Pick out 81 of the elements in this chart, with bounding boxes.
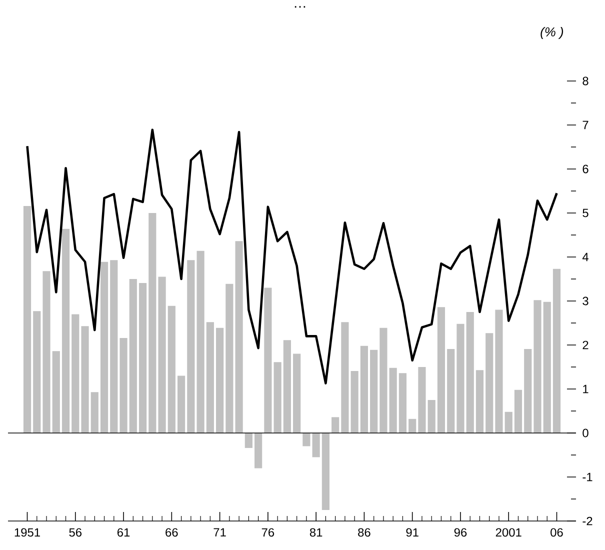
bar [398, 373, 407, 433]
bar [168, 306, 176, 433]
bar [495, 310, 503, 433]
bar [33, 311, 41, 433]
x-tick-label: 81 [310, 528, 322, 537]
bar [129, 278, 137, 433]
bar [23, 206, 32, 433]
bar [504, 412, 512, 433]
chart-title: … [294, 6, 306, 8]
bar [158, 276, 166, 433]
bar [476, 370, 484, 433]
x-tick-label: 96 [454, 528, 467, 537]
bar [332, 417, 340, 433]
bar [148, 212, 156, 433]
bar [138, 282, 147, 433]
y-tick-label: 4 [582, 252, 588, 262]
bar [100, 262, 108, 433]
x-tick-label: 66 [166, 528, 178, 537]
bar [264, 288, 272, 433]
x-tick-label: 86 [358, 528, 370, 537]
bar [235, 241, 243, 433]
bar [322, 433, 330, 510]
bar [486, 333, 494, 433]
bar [274, 362, 282, 433]
bar [447, 348, 455, 433]
bar [110, 260, 118, 433]
bar [514, 390, 522, 433]
bar [466, 312, 474, 433]
bar [389, 368, 397, 433]
bar [42, 271, 50, 433]
x-tick-label: 56 [69, 528, 82, 537]
y-tick-label: 3 [582, 296, 588, 306]
bar [437, 307, 446, 433]
x-tick-label: 06 [550, 528, 563, 537]
bar [380, 328, 388, 433]
bar [418, 366, 426, 433]
y-tick-label: 0 [582, 428, 588, 438]
bar [254, 433, 262, 468]
y-tick-label: -2 [582, 516, 592, 526]
x-tick-label: 1951 [14, 528, 40, 537]
y-tick-label: 5 [582, 208, 588, 218]
y-tick-label: 1 [583, 384, 588, 394]
bar [62, 228, 70, 433]
y-tick-label: 7 [582, 120, 588, 130]
bar [360, 346, 368, 433]
text: (% ) [540, 26, 564, 40]
x-tick-label: 71 [214, 528, 226, 536]
x-tick-label: 91 [406, 528, 418, 537]
bar [177, 376, 186, 433]
bar [187, 260, 195, 433]
bar [206, 322, 214, 433]
bar [524, 348, 532, 433]
bar [543, 302, 551, 433]
bar [120, 338, 128, 433]
bar [534, 300, 542, 433]
bar [552, 268, 561, 433]
bar [350, 370, 358, 433]
x-tick-label: 61 [117, 528, 130, 537]
bar [216, 328, 224, 433]
bar [370, 350, 378, 433]
bar [312, 433, 320, 458]
bar [226, 284, 234, 433]
y-tick-label: 6 [582, 164, 588, 174]
bar [456, 324, 464, 433]
bar [244, 433, 252, 448]
bar [293, 354, 301, 433]
bar [428, 400, 436, 433]
bar [90, 392, 98, 433]
bar [196, 250, 204, 433]
bar [52, 351, 60, 433]
y-tick-label: 8 [582, 76, 588, 86]
bar [283, 340, 291, 433]
x-tick-label: 76 [262, 528, 274, 537]
y-tick-label: -1 [582, 472, 592, 482]
bar [408, 418, 416, 433]
bar [341, 322, 349, 433]
bar [72, 314, 80, 433]
y-tick-label: 2 [582, 340, 588, 350]
bar [302, 433, 310, 446]
bar [81, 326, 89, 433]
x-tick-label: 2001 [496, 528, 522, 537]
